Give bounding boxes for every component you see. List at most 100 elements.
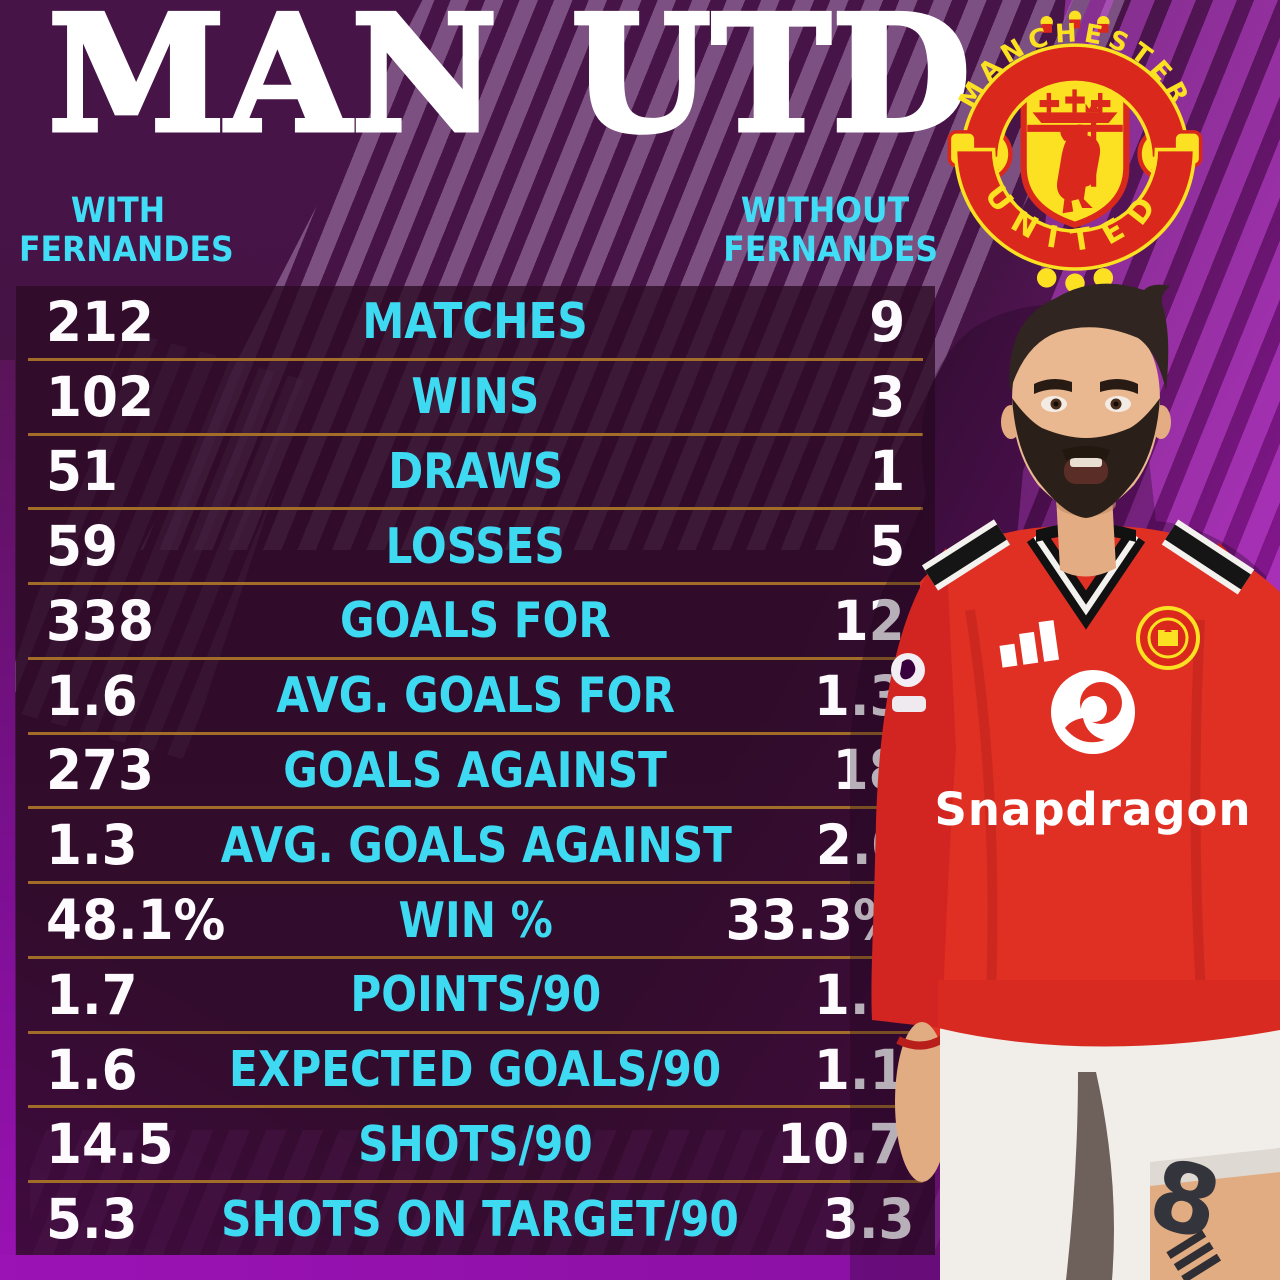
stat-value-without: 9: [869, 289, 905, 354]
stat-label-cell: EXPECTED GOALS/90: [171, 1041, 779, 1098]
shirt-sponsor-text: Snapdragon: [935, 783, 1252, 836]
stat-value-without: 3: [869, 364, 905, 429]
stat-label-cell: WIN %: [264, 892, 687, 949]
stat-value-without-cell: 1.1: [780, 1038, 923, 1102]
stat-value-with: 1.3: [46, 813, 138, 878]
stat-value-with-cell: 1.7: [28, 963, 264, 1027]
stat-value-without-cell: 9: [687, 290, 923, 354]
stat-label: EXPECTED GOALS/90: [229, 1041, 722, 1099]
stat-value-with: 1.7: [46, 962, 138, 1027]
stat-value-with-cell: 5.3: [28, 1187, 161, 1251]
player-head: [1001, 283, 1171, 577]
stat-value-without-cell: 3.3: [799, 1187, 932, 1251]
shorts-hem: [1150, 1148, 1280, 1186]
crest-top-ornaments: [1040, 10, 1110, 33]
table-row: 51 DRAWS 1: [28, 436, 923, 511]
stat-value-without: 5: [869, 514, 905, 579]
stat-label: MATCHES: [362, 293, 589, 351]
stat-value-without: 1: [869, 439, 905, 504]
stat-label: GOALS FOR: [340, 592, 611, 650]
column-header-line: FERNANDES: [19, 230, 234, 270]
player-left-hand: [895, 1022, 949, 1182]
column-header-line: WITH: [70, 191, 166, 231]
chest-crest: [1136, 606, 1200, 670]
stat-value-without-cell: 3: [687, 365, 923, 429]
table-row: 1.6 EXPECTED GOALS/90 1.1: [28, 1034, 923, 1109]
crest-ship: [1032, 89, 1118, 124]
stat-value-without-cell: 5: [687, 514, 923, 578]
stat-label: WIN %: [398, 891, 553, 949]
column-header-with-fernandes: WITH FERNANDES: [8, 191, 234, 270]
stat-value-with-cell: 212: [28, 290, 264, 354]
table-row: 59 LOSSES 5: [28, 510, 923, 586]
stat-value-without-cell: 1: [687, 439, 923, 503]
stat-value-with-cell: 48.1%: [28, 888, 264, 952]
adidas-logo: [999, 620, 1060, 668]
stat-label: DRAWS: [388, 442, 563, 500]
stat-value-with: 5.3: [46, 1187, 138, 1252]
stat-label: AVG. GOALS FOR: [276, 667, 675, 725]
stat-label-cell: LOSSES: [264, 518, 687, 575]
stat-value-with: 14.5: [46, 1112, 174, 1177]
stat-value-with: 1.6: [46, 1037, 138, 1102]
shoulder-stripes: [921, 519, 1255, 595]
player-left-sleeve: [871, 548, 956, 1028]
stat-label-cell: SHOTS/90: [264, 1116, 687, 1173]
stat-value-with: 59: [46, 514, 118, 579]
stat-value-with: 48.1%: [46, 888, 226, 952]
stats-table: 212 MATCHES 9 102 WINS 3 51 DRAWS 1 59 LOSSES 5 338 G…: [16, 286, 935, 1255]
stat-label: GOALS AGAINST: [283, 741, 668, 799]
stat-label-cell: DRAWS: [264, 443, 687, 500]
table-row: 338 GOALS FOR 12: [28, 585, 923, 660]
stat-label-cell: AVG. GOALS AGAINST: [161, 817, 791, 874]
table-row: 14.5 SHOTS/90 10.7: [28, 1108, 923, 1184]
stat-value-with: 212: [46, 289, 154, 354]
stat-value-without-cell: 12: [687, 589, 923, 653]
stat-label: SHOTS/90: [358, 1115, 593, 1173]
table-row: 5.3 SHOTS ON TARGET/90 3.3: [28, 1183, 923, 1255]
player-photo: Snapdragon: [850, 283, 1280, 1280]
crest-shield: [1020, 77, 1130, 229]
stat-value-without-cell: 10.7: [687, 1112, 923, 1176]
stat-value-with: 51: [46, 439, 118, 504]
stat-label-cell: WINS: [264, 368, 687, 425]
stat-value-with-cell: 273: [28, 738, 234, 802]
stat-value-with-cell: 102: [28, 365, 264, 429]
stat-label-cell: MATCHES: [264, 293, 687, 350]
stat-value-with-cell: 338: [28, 589, 264, 653]
stat-label-cell: GOALS AGAINST: [234, 742, 716, 799]
man-utd-crest-logo: MANCHESTER UNITED: [947, 10, 1203, 293]
crest-devil: [1057, 101, 1102, 214]
jersey-hem: [938, 980, 1280, 1047]
table-row: 48.1% WIN % 33.3%: [28, 884, 923, 959]
stat-value-with: 273: [46, 738, 154, 803]
stat-value-with-cell: 14.5: [28, 1112, 264, 1176]
stat-label: AVG. GOALS AGAINST: [221, 816, 733, 874]
stat-value-with: 1.6: [46, 663, 138, 728]
stat-value-with: 102: [46, 364, 154, 429]
column-header-line: WITHOUT: [740, 191, 910, 231]
stat-label-cell: GOALS FOR: [264, 592, 687, 649]
stat-label: WINS: [411, 368, 540, 426]
left-edge-glow: [0, 360, 15, 1280]
snapdragon-logo: [1051, 670, 1135, 754]
stat-value-without: 1.1: [813, 1038, 905, 1102]
stat-value-without: 12: [833, 588, 905, 653]
column-header-without-fernandes: WITHOUT FERNANDES: [712, 192, 938, 270]
shorts-shadow: [1066, 1072, 1114, 1280]
stat-label: LOSSES: [385, 517, 566, 575]
stat-label: SHOTS ON TARGET/90: [221, 1190, 740, 1248]
stat-value-with-cell: 51: [28, 439, 264, 503]
stat-label-cell: POINTS/90: [264, 966, 687, 1023]
player-shorts: [940, 1022, 1280, 1280]
table-row: 212 MATCHES 9: [28, 286, 923, 361]
stat-value-with-cell: 1.3: [28, 813, 161, 877]
stat-value-with-cell: 59: [28, 514, 264, 578]
premier-league-badge: [891, 653, 926, 712]
table-row: 102 WINS 3: [28, 361, 923, 436]
stat-value-without: 3.3: [823, 1187, 915, 1251]
